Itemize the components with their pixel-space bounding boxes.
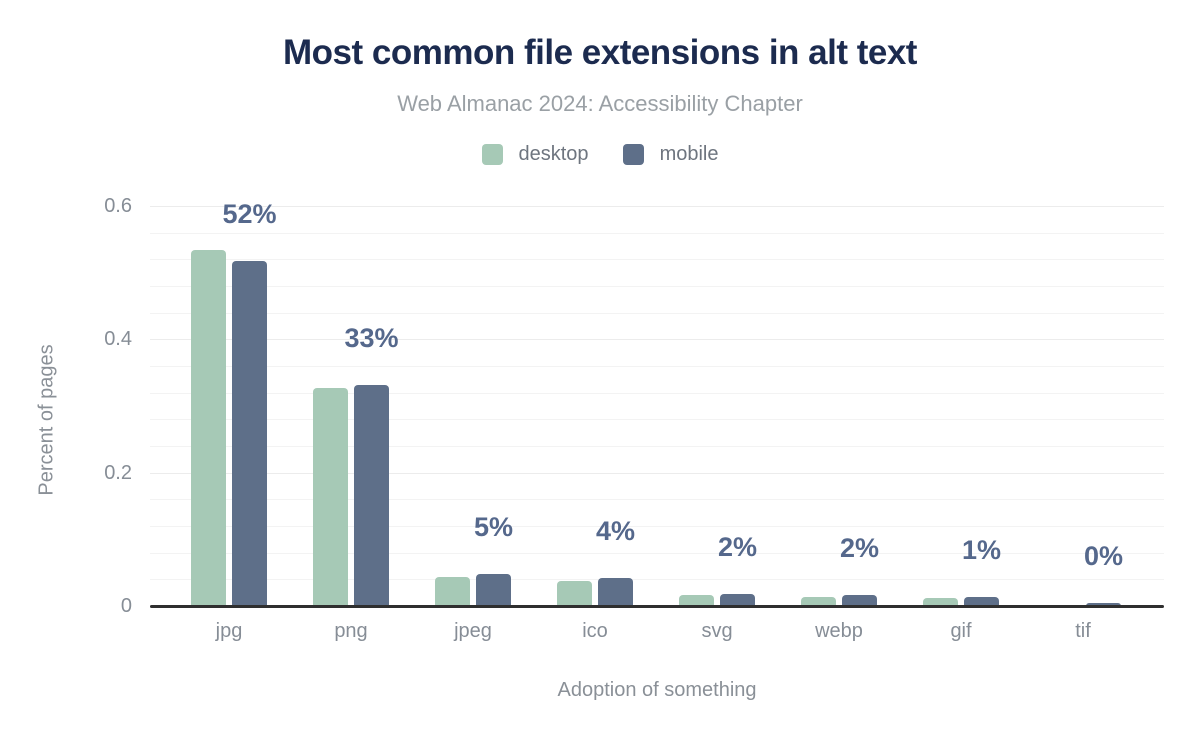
legend-label: mobile [659,143,719,165]
legend-swatch-icon [622,144,644,165]
gridline [150,472,1164,474]
x-axis-title: Adoption of something [557,679,757,701]
bar-value-label: 5% [473,512,514,542]
y-tick-label: 0.2 [104,461,132,484]
gridline [150,366,1164,367]
bar-desktop-gif[interactable] [923,598,958,606]
y-tick-label: 0.4 [104,328,132,351]
gridline [150,526,1164,527]
gridline [150,339,1164,341]
x-tick-label: ico [582,620,608,642]
x-tick-label: jpg [215,620,243,642]
bar-desktop-svg[interactable] [679,594,714,606]
x-tick-label: gif [950,620,972,642]
gridline [150,392,1164,394]
x-tick-label: jpeg [454,620,492,642]
legend: desktop mobile [0,143,1200,166]
bar-value-label: 0% [1083,541,1124,572]
bar-desktop-png[interactable] [313,388,348,606]
bar-mobile-tif[interactable] [1086,603,1121,606]
chart-subtitle: Web Almanac 2024: Accessibility Chapter [397,91,803,116]
bar-mobile-webp[interactable] [842,594,877,606]
gridline [150,446,1164,447]
chart-title: Most common file extensions in alt text [283,33,917,72]
x-tick-label: svg [701,620,733,642]
x-tick-label: png [334,620,368,642]
y-tick-label: 0.6 [104,195,132,217]
gridline [150,232,1164,234]
legend-item-desktop: desktop [481,143,589,166]
gridline [150,419,1164,421]
bar-desktop-jpg[interactable] [191,250,226,606]
bar-mobile-gif[interactable] [964,597,999,606]
bar-mobile-ico[interactable] [598,578,633,606]
legend-label: desktop [518,143,589,165]
bar-desktop-webp[interactable] [801,596,836,606]
y-tick-label: 0 [120,595,132,617]
bar-mobile-jpeg[interactable] [476,574,511,606]
gridline [150,286,1164,287]
bar-value-label: 52% [222,198,277,229]
gridline [150,206,1164,207]
bar-desktop-ico[interactable] [557,580,592,606]
bar-mobile-jpg[interactable] [232,260,267,606]
bar-desktop-jpeg[interactable] [435,577,470,606]
gridline [150,579,1164,581]
bar-value-label: 33% [344,322,399,353]
legend-swatch-icon [481,144,503,165]
gridline [150,552,1164,554]
legend-item-mobile: mobile [622,143,719,166]
bar-value-label: 4% [595,516,636,546]
gridline [150,312,1164,314]
bar-value-label: 1% [961,535,1002,566]
x-tick-label: tif [1075,620,1091,642]
bar-mobile-png[interactable] [354,384,389,606]
gridline [150,259,1164,261]
gridline [150,499,1164,501]
x-axis-line [150,605,1164,608]
x-tick-label: webp [815,620,863,642]
bar-value-label: 2% [839,532,880,563]
bar-value-label: 2% [717,532,758,562]
bar-mobile-svg[interactable] [720,594,755,606]
